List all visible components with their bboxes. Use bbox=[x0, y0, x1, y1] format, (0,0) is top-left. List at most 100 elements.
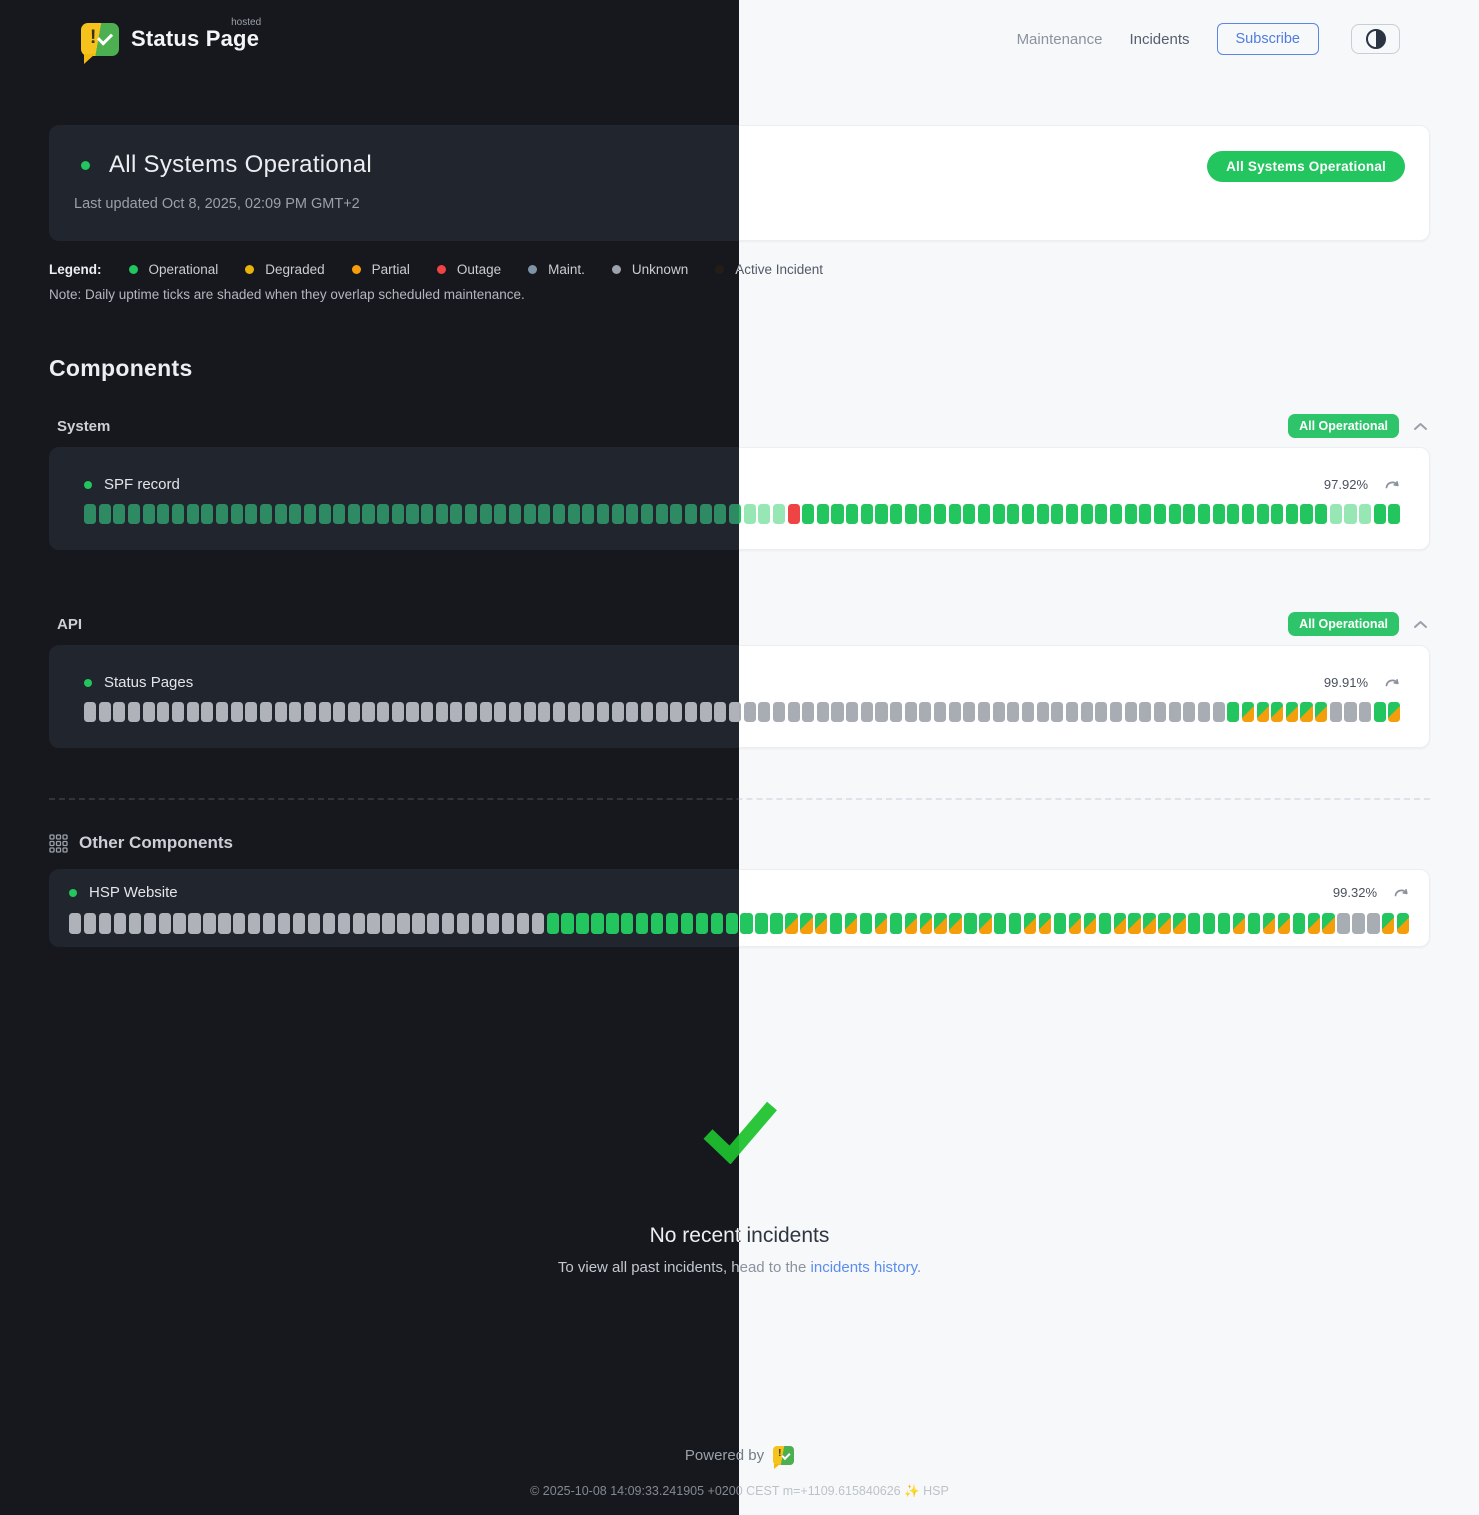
uptime-tick[interactable] bbox=[456, 913, 470, 934]
uptime-tick[interactable] bbox=[949, 913, 962, 934]
uptime-tick[interactable] bbox=[1051, 702, 1064, 722]
uptime-tick[interactable] bbox=[201, 504, 214, 524]
uptime-tick[interactable] bbox=[1183, 702, 1196, 722]
uptime-tick[interactable] bbox=[1277, 913, 1290, 934]
uptime-tick[interactable] bbox=[1128, 913, 1141, 934]
uptime-tick[interactable] bbox=[1095, 504, 1108, 524]
uptime-tick[interactable] bbox=[1212, 504, 1225, 524]
uptime-tick[interactable] bbox=[699, 504, 712, 524]
uptime-tick[interactable] bbox=[1352, 913, 1365, 934]
uptime-tick[interactable] bbox=[1359, 702, 1372, 722]
uptime-tick[interactable] bbox=[640, 702, 653, 722]
uptime-tick[interactable] bbox=[1113, 913, 1126, 934]
uptime-tick[interactable] bbox=[1359, 504, 1372, 524]
uptime-tick[interactable] bbox=[1098, 913, 1111, 934]
uptime-tick[interactable] bbox=[113, 504, 126, 524]
uptime-tick[interactable] bbox=[248, 913, 261, 934]
uptime-tick[interactable] bbox=[934, 504, 947, 524]
uptime-tick[interactable] bbox=[1397, 913, 1410, 934]
uptime-tick[interactable] bbox=[494, 702, 507, 722]
uptime-tick[interactable] bbox=[1038, 913, 1052, 934]
uptime-tick[interactable] bbox=[934, 702, 947, 722]
uptime-tick[interactable] bbox=[1241, 702, 1254, 722]
uptime-tick[interactable] bbox=[1124, 702, 1137, 722]
uptime-tick[interactable] bbox=[303, 702, 316, 722]
uptime-tick[interactable] bbox=[670, 504, 683, 524]
uptime-tick[interactable] bbox=[567, 504, 580, 524]
uptime-tick[interactable] bbox=[69, 913, 82, 934]
uptime-tick[interactable] bbox=[1232, 913, 1246, 934]
uptime-tick[interactable] bbox=[846, 702, 859, 722]
uptime-tick[interactable] bbox=[83, 913, 97, 934]
uptime-tick[interactable] bbox=[1007, 702, 1020, 722]
uptime-tick[interactable] bbox=[303, 504, 316, 524]
uptime-tick[interactable] bbox=[831, 504, 844, 524]
uptime-tick[interactable] bbox=[1197, 504, 1210, 524]
uptime-tick[interactable] bbox=[576, 913, 589, 934]
uptime-tick[interactable] bbox=[816, 702, 829, 722]
uptime-tick[interactable] bbox=[714, 702, 727, 722]
uptime-tick[interactable] bbox=[421, 504, 434, 524]
uptime-tick[interactable] bbox=[516, 913, 529, 934]
uptime-tick[interactable] bbox=[1153, 504, 1166, 524]
uptime-tick[interactable] bbox=[1183, 504, 1196, 524]
uptime-tick[interactable] bbox=[739, 504, 741, 524]
uptime-tick[interactable] bbox=[844, 913, 858, 934]
uptime-tick[interactable] bbox=[626, 702, 639, 722]
uptime-tick[interactable] bbox=[743, 504, 756, 524]
uptime-tick[interactable] bbox=[1227, 504, 1240, 524]
uptime-tick[interactable] bbox=[1285, 702, 1298, 722]
uptime-tick[interactable] bbox=[274, 702, 287, 722]
uptime-tick[interactable] bbox=[1173, 913, 1186, 934]
uptime-tick[interactable] bbox=[84, 702, 97, 722]
uptime-tick[interactable] bbox=[963, 504, 976, 524]
uptime-tick[interactable] bbox=[846, 504, 859, 524]
uptime-tick[interactable] bbox=[1036, 702, 1049, 722]
uptime-tick[interactable] bbox=[1036, 504, 1049, 524]
uptime-tick[interactable] bbox=[442, 913, 455, 934]
uptime-tick[interactable] bbox=[262, 913, 276, 934]
uptime-tick[interactable] bbox=[611, 702, 624, 722]
uptime-tick[interactable] bbox=[875, 702, 888, 722]
uptime-tick[interactable] bbox=[948, 504, 961, 524]
uptime-tick[interactable] bbox=[728, 504, 741, 524]
uptime-tick[interactable] bbox=[98, 702, 111, 722]
uptime-tick[interactable] bbox=[538, 504, 551, 524]
incidents-history-link[interactable]: incidents history bbox=[810, 1259, 917, 1276]
uptime-tick[interactable] bbox=[1083, 913, 1097, 934]
uptime-tick[interactable] bbox=[1307, 913, 1320, 934]
refresh-button[interactable] bbox=[1385, 479, 1400, 490]
uptime-tick[interactable] bbox=[655, 702, 668, 722]
uptime-tick[interactable] bbox=[758, 504, 771, 524]
uptime-tick[interactable] bbox=[561, 913, 574, 934]
uptime-tick[interactable] bbox=[1095, 702, 1108, 722]
uptime-tick[interactable] bbox=[337, 913, 350, 934]
uptime-tick[interactable] bbox=[591, 913, 604, 934]
uptime-tick[interactable] bbox=[127, 702, 141, 722]
uptime-tick[interactable] bbox=[1007, 504, 1020, 524]
uptime-tick[interactable] bbox=[978, 504, 991, 524]
uptime-tick[interactable] bbox=[1024, 913, 1037, 934]
uptime-tick[interactable] bbox=[215, 504, 228, 524]
uptime-tick[interactable] bbox=[127, 504, 141, 524]
refresh-button[interactable] bbox=[1394, 887, 1409, 898]
uptime-tick[interactable] bbox=[1367, 913, 1380, 934]
uptime-tick[interactable] bbox=[964, 913, 977, 934]
group-collapse-button[interactable] bbox=[1411, 420, 1430, 433]
uptime-tick[interactable] bbox=[728, 702, 741, 722]
uptime-tick[interactable] bbox=[218, 913, 231, 934]
uptime-tick[interactable] bbox=[802, 504, 815, 524]
uptime-tick[interactable] bbox=[98, 504, 111, 524]
uptime-tick[interactable] bbox=[215, 702, 228, 722]
uptime-tick[interactable] bbox=[203, 913, 216, 934]
uptime-tick[interactable] bbox=[142, 702, 155, 722]
uptime-tick[interactable] bbox=[465, 504, 478, 524]
uptime-tick[interactable] bbox=[289, 504, 302, 524]
uptime-tick[interactable] bbox=[1168, 504, 1181, 524]
uptime-tick[interactable] bbox=[553, 504, 566, 524]
uptime-tick[interactable] bbox=[596, 504, 610, 524]
uptime-tick[interactable] bbox=[201, 702, 214, 722]
uptime-tick[interactable] bbox=[531, 913, 544, 934]
uptime-tick[interactable] bbox=[322, 913, 335, 934]
uptime-tick[interactable] bbox=[367, 913, 380, 934]
